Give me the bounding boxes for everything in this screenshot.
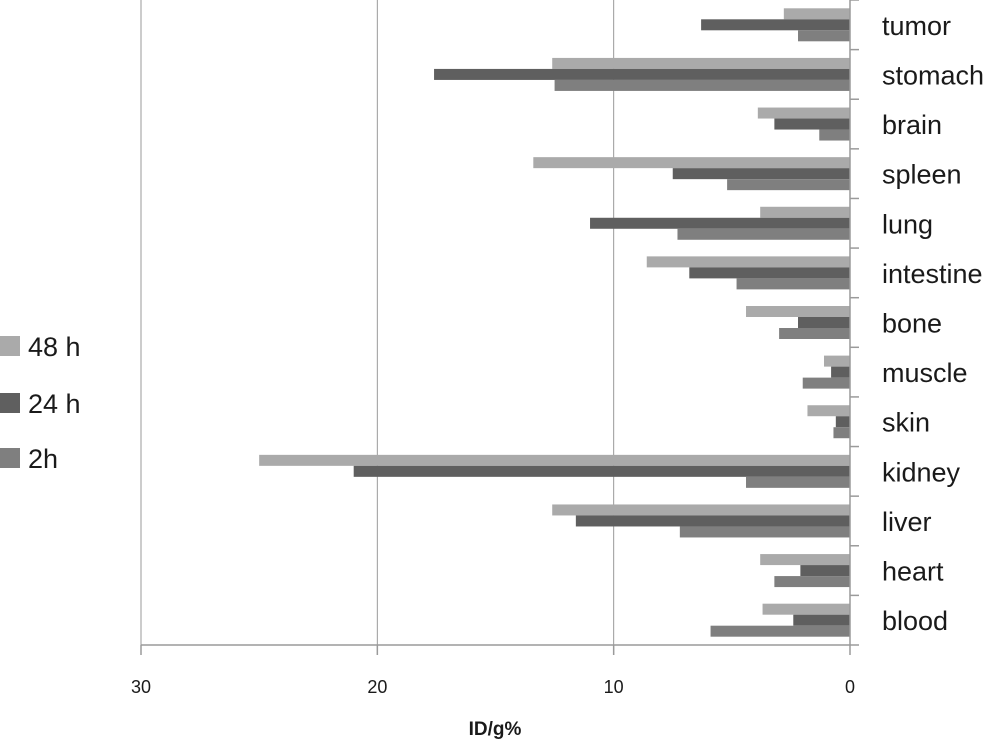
bar-tumor-24h (701, 19, 850, 31)
bar-liver-48h (552, 504, 850, 516)
bar-kidney-2h (746, 476, 850, 488)
bar-blood-2h (710, 625, 850, 637)
bar-tumor-48h (783, 8, 850, 20)
bar-intestine-24h (689, 267, 850, 279)
bar-skin-2h (833, 427, 850, 439)
bar-spleen-2h (727, 179, 850, 191)
bar-spleen-24h (672, 168, 850, 180)
category-label-skin: skin (882, 408, 930, 438)
bar-lung-2h (677, 228, 850, 240)
bar-lung-48h (760, 206, 850, 218)
tick-label-20: 20 (367, 677, 387, 697)
legend: 48 h 24 h 2h (0, 332, 81, 474)
bar-bone-2h (779, 328, 850, 339)
bar-intestine-48h (646, 256, 850, 268)
bar-intestine-2h (736, 278, 850, 290)
bar-liver-24h (575, 515, 850, 527)
bar-liver-2h (679, 526, 850, 538)
x-axis-title: ID/g% (469, 719, 522, 740)
bar-bone-48h (746, 306, 850, 317)
bar-kidney-48h (259, 454, 851, 466)
bar-heart-2h (774, 576, 850, 588)
legend-label-2h: 2h (28, 444, 58, 474)
bar-skin-48h (807, 405, 850, 417)
bar-brain-48h (757, 107, 850, 119)
category-label-kidney: kidney (882, 457, 961, 487)
category-label-muscle: muscle (882, 358, 968, 388)
bar-stomach-2h (554, 79, 850, 91)
bar-brain-24h (774, 118, 850, 130)
legend-swatch-48h (0, 336, 20, 356)
bar-skin-24h (835, 416, 850, 428)
category-label-lung: lung (882, 209, 933, 239)
category-label-heart: heart (882, 557, 944, 587)
bar-blood-48h (762, 603, 850, 615)
bar-muscle-24h (831, 366, 850, 378)
category-labels: tumor stomach brain spleen lung intestine bone… (882, 11, 984, 636)
legend-swatch-2h (0, 448, 20, 468)
tick-label-10: 10 (604, 677, 624, 697)
category-label-tumor: tumor (882, 11, 951, 41)
axes-group (140, 0, 859, 655)
bar-brain-2h (819, 129, 850, 141)
legend-label-48h: 48 h (28, 332, 81, 362)
bar-tumor-2h (798, 30, 850, 42)
bar-stomach-48h (552, 57, 850, 69)
bar-lung-24h (590, 217, 850, 229)
bar-muscle-48h (824, 355, 850, 367)
tick-label-30: 30 (131, 677, 151, 697)
bars-group (259, 8, 851, 637)
bar-heart-48h (760, 554, 850, 566)
category-label-intestine: intestine (882, 259, 983, 289)
bar-blood-24h (793, 614, 850, 626)
category-label-liver: liver (882, 507, 932, 537)
gridlines (140, 0, 615, 645)
bar-stomach-24h (434, 68, 850, 80)
tick-labels: 30 20 10 0 (131, 677, 855, 697)
bar-bone-24h (798, 317, 850, 328)
category-label-brain: brain (882, 110, 942, 140)
category-label-blood: blood (882, 606, 948, 636)
category-label-spleen: spleen (882, 160, 962, 190)
bar-heart-24h (800, 565, 850, 577)
bar-kidney-24h (353, 465, 850, 477)
legend-swatch-24h (0, 393, 20, 413)
tick-label-0: 0 (845, 677, 855, 697)
category-label-bone: bone (882, 309, 942, 339)
legend-label-24h: 24 h (28, 389, 81, 419)
category-label-stomach: stomach (882, 60, 984, 90)
bar-spleen-48h (533, 157, 850, 169)
bar-muscle-2h (802, 377, 850, 389)
